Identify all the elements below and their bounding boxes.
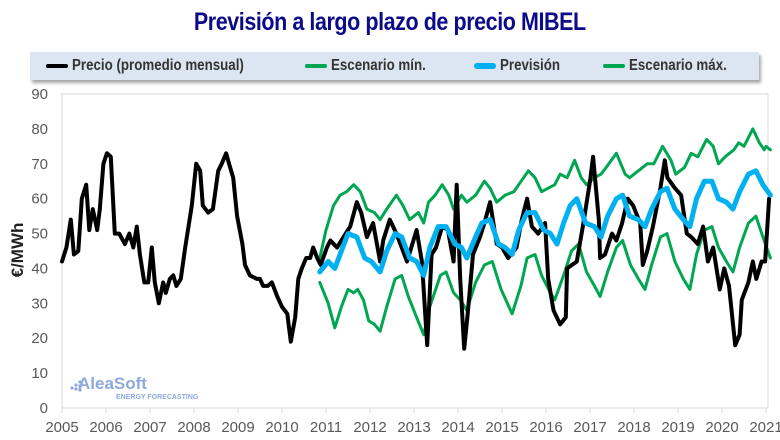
x-tick-label: 2021: [749, 419, 780, 436]
chart-title: Previsión a largo plazo de precio MIBEL: [0, 8, 780, 37]
x-tick-label: 2015: [485, 419, 518, 436]
y-axis-label: €/MWh: [8, 222, 27, 278]
y-tick-label: 10: [31, 365, 48, 382]
x-tick-label: 2006: [89, 419, 122, 436]
y-tick-label: 80: [31, 121, 48, 138]
logo-dot: [78, 388, 82, 392]
y-tick-label: 60: [31, 191, 48, 208]
x-tick-label: 2007: [133, 419, 166, 436]
y-tick-label: 70: [31, 156, 48, 173]
x-tick-label: 2016: [529, 419, 562, 436]
logo-brand: AleaSoft: [78, 374, 147, 393]
legend: Precio (promedio mensual) Escenario mín.…: [30, 52, 759, 80]
y-tick-label: 90: [31, 86, 48, 103]
legend-label: Escenario máx.: [628, 57, 727, 74]
legend-label: Escenario mín.: [331, 57, 426, 74]
series-prevision-line: [317, 168, 773, 278]
x-tick-label: 2019: [661, 419, 694, 436]
legend-item-prevision: Previsión: [474, 57, 570, 75]
x-tick-label: 2008: [177, 419, 210, 436]
legend-label: Previsión: [500, 57, 561, 74]
legend-item-escenario-min: Escenario mín.: [305, 57, 441, 75]
logo-dot: [70, 386, 74, 390]
logo-dot: [78, 380, 82, 384]
series-escenario-max-line: [318, 127, 772, 260]
x-tick-label: 2011: [310, 419, 342, 436]
y-tick-label: 50: [31, 226, 48, 243]
legend-swatch-prevision: [474, 63, 497, 69]
plot-area: [61, 93, 769, 409]
y-tick-label: 30: [31, 295, 48, 312]
y-tick-label: 0: [40, 400, 48, 417]
x-tick-label: 2012: [353, 419, 386, 436]
logo-dot: [74, 387, 78, 391]
x-tick-label: 2009: [221, 419, 254, 436]
legend-swatch-escenario-max: [602, 64, 625, 68]
logo-tagline: ENERGY FORECASTING: [116, 394, 199, 401]
series-escenario-min-line: [318, 214, 772, 337]
logo-dot: [78, 384, 82, 388]
legend-label: Precio (promedio mensual): [72, 57, 245, 74]
x-tick-label: 2020: [705, 419, 738, 436]
x-tick-label: 2018: [617, 419, 650, 436]
legend-swatch-escenario-min: [305, 64, 328, 68]
x-tick-label: 2017: [573, 419, 606, 436]
x-tick-label: 2013: [397, 419, 430, 436]
aleasoft-logo: AleaSoft ENERGY FORECASTING: [78, 374, 198, 401]
legend-item-escenario-max: Escenario máx.: [602, 57, 743, 75]
y-tick-label: 20: [31, 330, 48, 347]
series-precio-line: [60, 151, 772, 351]
y-tick-label: 40: [31, 260, 48, 277]
x-tick-label: 2010: [265, 419, 298, 436]
x-tick-label: 2014: [441, 419, 474, 436]
chart-title-text: Previsión a largo plazo de precio MIBEL: [194, 8, 586, 36]
logo-dot: [74, 383, 78, 387]
legend-swatch-precio: [46, 64, 69, 68]
legend-item-precio: Precio (promedio mensual): [46, 57, 272, 75]
x-tick-label: 2005: [45, 419, 78, 436]
